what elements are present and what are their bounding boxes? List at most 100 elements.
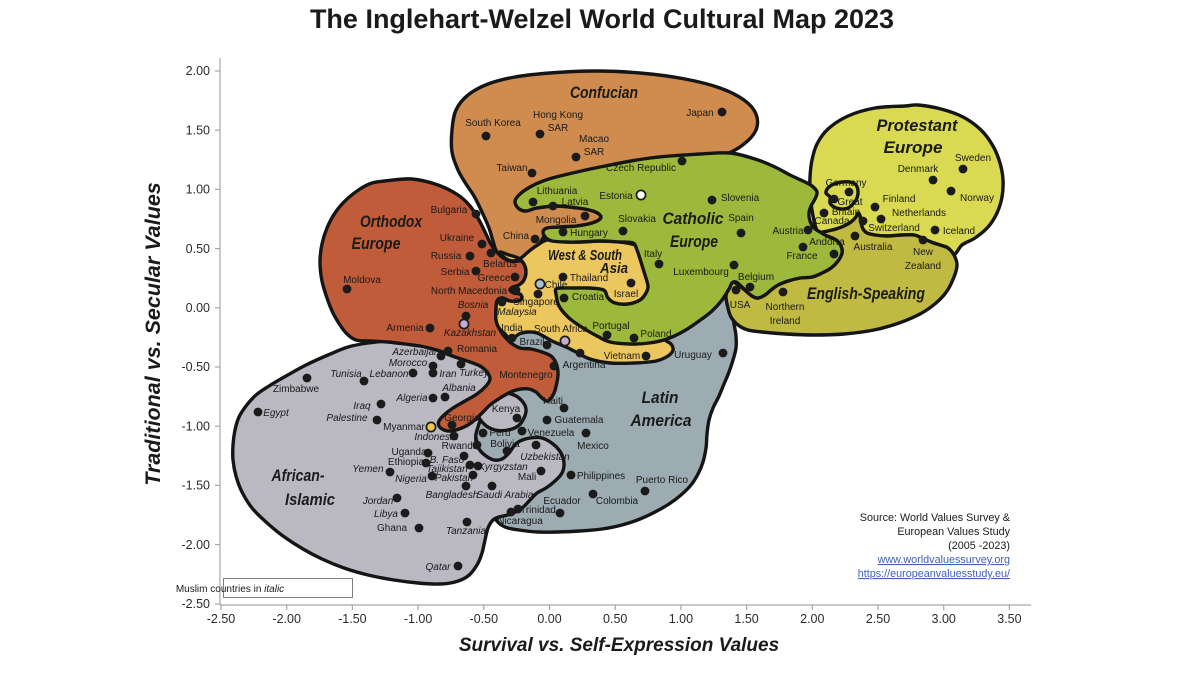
svg-text:Norway: Norway — [960, 193, 994, 204]
svg-text:https://europeanvaluesstudy.eu: https://europeanvaluesstudy.eu/ — [858, 568, 1010, 580]
svg-text:Lithuania: Lithuania — [537, 186, 578, 197]
svg-text:Northern: Northern — [766, 302, 805, 313]
svg-text:Zimbabwe: Zimbabwe — [273, 384, 320, 395]
svg-text:-2.00: -2.00 — [272, 612, 301, 626]
svg-text:Latvia: Latvia — [562, 197, 589, 208]
svg-text:3.50: 3.50 — [997, 612, 1021, 626]
svg-text:Belgium: Belgium — [738, 272, 774, 283]
svg-text:-2.50: -2.50 — [182, 597, 211, 611]
svg-text:0.50: 0.50 — [186, 242, 210, 256]
svg-text:Tanzania: Tanzania — [446, 526, 487, 537]
svg-text:-0.50: -0.50 — [182, 360, 211, 374]
svg-text:English-Speaking: English-Speaking — [807, 284, 926, 303]
svg-text:Kyrgyzstan: Kyrgyzstan — [478, 462, 528, 473]
svg-text:Pakistan: Pakistan — [435, 473, 474, 484]
svg-text:Luxembourg: Luxembourg — [673, 267, 729, 278]
svg-text:Brazil: Brazil — [519, 337, 544, 348]
svg-text:Survival vs. Self-Expression V: Survival vs. Self-Expression Values — [459, 635, 779, 656]
svg-text:Austria: Austria — [772, 226, 804, 237]
svg-text:Kazakhstan: Kazakhstan — [444, 328, 497, 339]
svg-text:Japan: Japan — [686, 108, 713, 119]
svg-text:Bangladesh: Bangladesh — [426, 490, 479, 501]
svg-text:Traditional vs. Secular Values: Traditional vs. Secular Values — [141, 182, 165, 486]
svg-text:Argentina: Argentina — [563, 360, 606, 371]
svg-text:Finland: Finland — [883, 194, 916, 205]
svg-text:Nigeria: Nigeria — [395, 474, 427, 485]
svg-text:Ethiopia: Ethiopia — [388, 457, 425, 468]
svg-text:Bosnia: Bosnia — [458, 300, 489, 311]
svg-text:Latin: Latin — [642, 388, 679, 407]
svg-text:www.worldvaluessurvey.org: www.worldvaluessurvey.org — [877, 554, 1010, 566]
svg-text:Yemen: Yemen — [352, 464, 384, 475]
svg-text:Nicaragua: Nicaragua — [497, 516, 543, 527]
svg-text:Uruguay: Uruguay — [674, 350, 712, 361]
svg-text:Australia: Australia — [854, 242, 893, 253]
svg-text:-2.50: -2.50 — [207, 612, 236, 626]
svg-text:Turkey: Turkey — [459, 368, 490, 379]
svg-text:Puerto Rico: Puerto Rico — [636, 475, 689, 486]
svg-text:Macao: Macao — [579, 134, 609, 145]
svg-text:1.00: 1.00 — [186, 183, 210, 197]
svg-text:Slovenia: Slovenia — [721, 193, 760, 204]
svg-text:1.50: 1.50 — [734, 612, 758, 626]
svg-text:Mali: Mali — [518, 472, 536, 483]
svg-text:Europe: Europe — [670, 232, 718, 251]
svg-text:Chile: Chile — [545, 280, 568, 291]
svg-text:Algeria: Algeria — [395, 393, 428, 404]
svg-text:SAR: SAR — [548, 123, 569, 134]
svg-text:-1.50: -1.50 — [338, 612, 367, 626]
svg-text:Great: Great — [837, 197, 862, 208]
svg-text:Catholic: Catholic — [663, 209, 724, 228]
svg-text:Hungary: Hungary — [570, 228, 608, 239]
svg-text:Uzbekistan: Uzbekistan — [520, 452, 570, 463]
svg-text:Spain: Spain — [728, 213, 754, 224]
svg-text:Qatar: Qatar — [425, 562, 451, 573]
svg-text:Armenia: Armenia — [386, 323, 424, 334]
svg-text:Ecuador: Ecuador — [543, 496, 581, 507]
svg-text:Andorra: Andorra — [809, 237, 845, 248]
svg-text:Bolivia: Bolivia — [490, 439, 520, 450]
svg-text:Peru: Peru — [489, 428, 510, 439]
svg-text:Libya: Libya — [374, 509, 398, 520]
svg-text:Orthodox: Orthodox — [360, 212, 423, 231]
svg-text:New: New — [913, 247, 934, 258]
svg-text:USA: USA — [730, 300, 751, 311]
svg-text:European Values Study: European Values Study — [897, 526, 1010, 538]
svg-text:Asia: Asia — [599, 260, 628, 277]
svg-text:-1.00: -1.00 — [404, 612, 433, 626]
svg-text:Uganda: Uganda — [391, 447, 426, 458]
svg-text:Slovakia: Slovakia — [618, 214, 656, 225]
svg-text:Singapore: Singapore — [513, 297, 559, 308]
svg-text:Source: World Values Survey &: Source: World Values Survey & — [860, 512, 1011, 524]
svg-text:Philippines: Philippines — [577, 471, 625, 482]
svg-text:-0.50: -0.50 — [470, 612, 499, 626]
svg-text:Iraq: Iraq — [353, 401, 371, 412]
svg-text:Thailand: Thailand — [570, 273, 608, 284]
svg-text:Taiwan: Taiwan — [496, 163, 527, 174]
svg-text:Trinidad: Trinidad — [520, 505, 556, 516]
svg-text:Muslim countries in italic: Muslim countries in italic — [176, 584, 284, 595]
svg-text:Tajikistan: Tajikistan — [426, 464, 468, 475]
svg-text:Europe: Europe — [352, 234, 401, 253]
svg-text:South Korea: South Korea — [465, 118, 521, 129]
svg-text:1.00: 1.00 — [669, 612, 693, 626]
svg-text:Egypt: Egypt — [263, 408, 290, 419]
svg-text:Confucian: Confucian — [570, 83, 638, 102]
svg-text:Moldova: Moldova — [343, 275, 381, 286]
svg-text:Serbia: Serbia — [441, 267, 470, 278]
svg-text:(2005 -2023): (2005 -2023) — [948, 540, 1010, 552]
svg-text:Morocco: Morocco — [389, 358, 428, 369]
svg-text:Mexico: Mexico — [577, 441, 609, 452]
svg-text:Lebanon: Lebanon — [370, 369, 409, 380]
svg-text:India: India — [501, 323, 523, 334]
svg-text:Colombia: Colombia — [596, 496, 639, 507]
svg-text:Iran: Iran — [439, 369, 457, 380]
svg-text:Estonia: Estonia — [599, 191, 633, 202]
svg-text:-2.00: -2.00 — [182, 538, 211, 552]
svg-text:Czech Republic: Czech Republic — [606, 163, 676, 174]
svg-text:1.50: 1.50 — [186, 123, 210, 137]
svg-text:0.00: 0.00 — [186, 301, 210, 315]
svg-text:Switzerland: Switzerland — [868, 223, 920, 234]
svg-text:Denmark: Denmark — [898, 164, 940, 175]
svg-text:Netherlands: Netherlands — [892, 208, 946, 219]
